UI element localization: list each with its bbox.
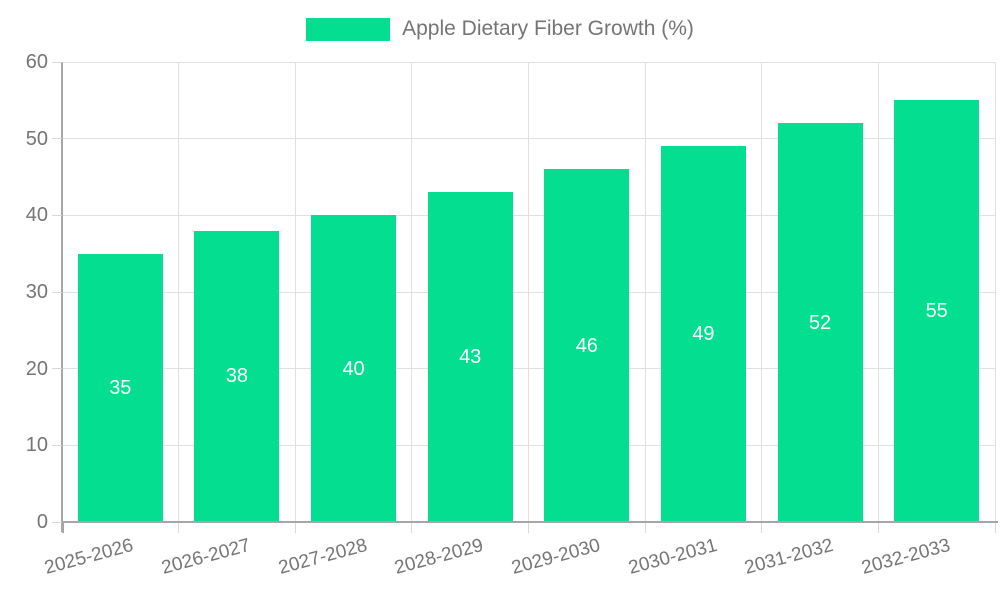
bar-2031-2032[interactable] [777, 123, 863, 522]
bar-2026-2027[interactable] [194, 230, 280, 522]
v-gridline [761, 62, 763, 522]
y-axis-label: 60 [25, 51, 48, 73]
bar-value-label: 46 [575, 334, 598, 357]
v-gridline [528, 62, 529, 522]
y-axis-label: 20 [25, 357, 48, 380]
bar-2028-2029[interactable] [427, 192, 513, 522]
x-axis-label: 2025-2026 [42, 534, 137, 579]
y-axis-tick [52, 444, 62, 446]
x-axis-tick [411, 523, 413, 533]
y-axis-tick [52, 138, 62, 140]
bar-value-label: 49 [692, 323, 715, 346]
x-axis-tick [761, 523, 763, 533]
x-axis-label: 2027-2028 [276, 534, 370, 579]
x-axis-label: 2032-2033 [859, 534, 953, 579]
legend: Apple Dietary Fiber Growth (%) [0, 17, 1000, 41]
v-gridline [994, 62, 996, 522]
y-axis-label: 0 [36, 511, 48, 533]
legend-swatch [306, 17, 391, 41]
v-gridline [178, 62, 180, 522]
bar-value-label: 55 [925, 300, 948, 323]
y-axis-label: 50 [25, 127, 48, 150]
x-axis-label: 2031-2032 [742, 534, 836, 579]
v-gridline [644, 62, 646, 522]
v-gridline [411, 62, 413, 522]
x-axis-tick [877, 523, 879, 533]
x-axis-tick [644, 523, 646, 533]
bar-value-label: 38 [225, 365, 249, 388]
x-axis-tick [528, 523, 529, 533]
y-axis-label: 40 [25, 204, 48, 227]
legend-label: Apple Dietary Fiber Growth (%) [402, 17, 694, 40]
x-axis-tick [178, 523, 180, 533]
bar-2030-2031[interactable] [660, 146, 746, 522]
v-gridline [877, 62, 879, 522]
legend-item[interactable]: Apple Dietary Fiber Growth (%) [306, 17, 694, 41]
bar-value-label: 43 [459, 346, 482, 369]
y-axis-line [61, 62, 63, 532]
v-gridline [294, 62, 296, 522]
x-axis-tick [994, 523, 996, 533]
x-axis-label: 2026-2027 [159, 534, 253, 579]
x-axis-line [61, 521, 998, 523]
bar-2032-2033[interactable] [894, 100, 980, 522]
bar-value-label: 52 [808, 311, 832, 334]
y-axis-label: 10 [25, 434, 48, 457]
bar-2029-2030[interactable] [544, 169, 630, 522]
x-axis-label: 2029-2030 [509, 534, 603, 579]
plot-area: 35 38 40 43 46 49 52 55 [62, 61, 996, 522]
x-axis-label: 2028-2029 [392, 534, 486, 579]
y-axis-tick [52, 521, 62, 523]
y-axis-tick [52, 61, 62, 63]
y-axis-tick [52, 291, 62, 293]
bar-2027-2028[interactable] [311, 215, 397, 522]
y-axis-label: 30 [25, 281, 48, 303]
y-axis-tick [52, 368, 62, 370]
bar-2025-2026[interactable] [77, 253, 163, 522]
bar-value-label: 35 [109, 376, 132, 399]
x-axis-tick [61, 523, 64, 533]
x-axis-tick [294, 523, 296, 533]
y-axis-tick [52, 214, 62, 216]
bar-value-label: 40 [342, 357, 365, 380]
x-axis-label: 2030-2031 [625, 534, 720, 579]
